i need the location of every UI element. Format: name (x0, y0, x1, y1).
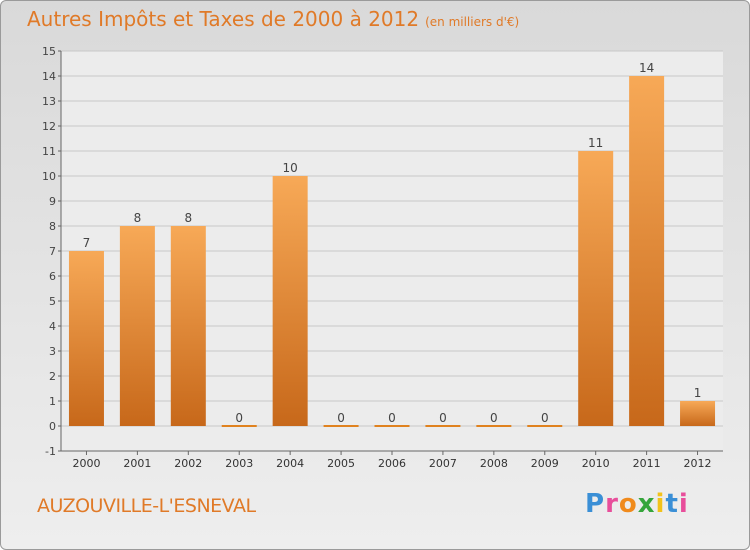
logo-letter: i (655, 489, 666, 519)
chart-subtitle: (en milliers d'€) (425, 15, 520, 29)
y-tick-label: 4 (49, 320, 56, 333)
y-tick-label: 13 (42, 95, 56, 108)
bar (527, 425, 563, 427)
y-tick-label: 11 (42, 145, 56, 158)
y-tick-label: 1 (49, 395, 56, 408)
y-tick-label: 14 (42, 70, 56, 83)
bar (272, 176, 308, 426)
data-label: 0 (490, 411, 498, 425)
data-label: 0 (541, 411, 549, 425)
data-label: 14 (639, 61, 654, 75)
bar (374, 425, 410, 427)
logo-letter: P (585, 489, 606, 519)
logo-letter: t (665, 489, 679, 519)
y-tick-label: 9 (49, 195, 56, 208)
chart-title-text: Autres Impôts et Taxes de 2000 à 2012 (27, 7, 420, 31)
y-tick-label: 5 (49, 295, 56, 308)
x-tick-label: 2007 (429, 457, 457, 470)
bar (221, 425, 257, 427)
x-tick-label: 2004 (276, 457, 304, 470)
data-label: 0 (439, 411, 447, 425)
logo-letter: o (618, 489, 638, 519)
bar (425, 425, 461, 427)
data-label: 0 (235, 411, 243, 425)
bar (629, 76, 665, 426)
chart-title: Autres Impôts et Taxes de 2000 à 2012 (en… (27, 7, 519, 31)
x-tick-label: 2003 (225, 457, 253, 470)
y-tick-label: -1 (45, 445, 56, 458)
y-tick-label: 7 (49, 245, 56, 258)
x-tick-label: 2002 (174, 457, 202, 470)
data-label: 0 (388, 411, 396, 425)
bar (578, 151, 614, 426)
logo-letter: x (637, 489, 656, 519)
x-tick-label: 2008 (480, 457, 508, 470)
x-tick-label: 2000 (72, 457, 100, 470)
x-tick-label: 2005 (327, 457, 355, 470)
bar (680, 401, 716, 426)
x-tick-label: 2001 (123, 457, 151, 470)
data-label: 10 (283, 161, 298, 175)
data-label: 8 (184, 211, 192, 225)
proxiti-logo[interactable]: Proxiti (585, 489, 689, 519)
x-tick-label: 2009 (531, 457, 559, 470)
data-label: 0 (337, 411, 345, 425)
x-tick-label: 2011 (633, 457, 661, 470)
bar (170, 226, 206, 426)
y-tick-label: 2 (49, 370, 56, 383)
x-tick-label: 2010 (582, 457, 610, 470)
y-tick-label: 0 (49, 420, 56, 433)
bar (68, 251, 104, 426)
x-tick-label: 2012 (684, 457, 712, 470)
data-label: 7 (83, 236, 91, 250)
data-label: 8 (134, 211, 142, 225)
place-name: AUZOUVILLE-L'ESNEVAL (37, 495, 256, 517)
y-tick-label: 10 (42, 170, 56, 183)
bar (476, 425, 512, 427)
data-label: 11 (588, 136, 603, 150)
y-tick-label: 3 (49, 345, 56, 358)
logo-letter: i (678, 489, 689, 519)
bar (323, 425, 359, 427)
y-tick-label: 15 (42, 45, 56, 58)
bar (119, 226, 155, 426)
y-tick-label: 12 (42, 120, 56, 133)
logo-letter: r (605, 489, 619, 519)
y-tick-label: 6 (49, 270, 56, 283)
y-tick-label: 8 (49, 220, 56, 233)
data-label: 1 (694, 386, 702, 400)
x-tick-label: 2006 (378, 457, 406, 470)
